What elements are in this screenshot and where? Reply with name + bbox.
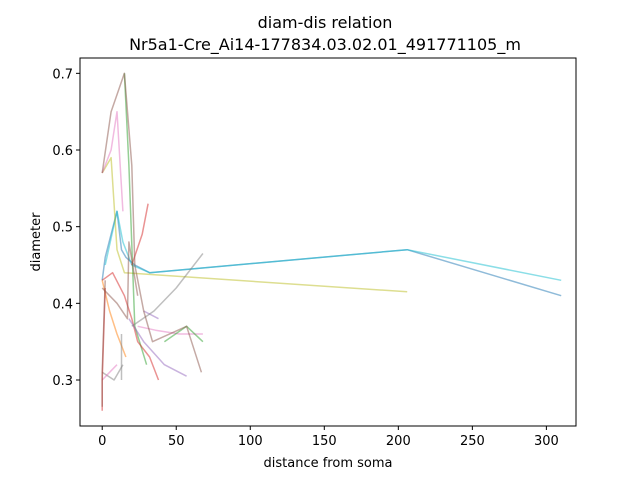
chart-subtitle: Nr5a1-Cre_Ai14-177834.03.02.01_491771105… <box>129 35 521 55</box>
plot-lines <box>101 72 562 411</box>
y-tick-label: 0.3 <box>52 374 73 389</box>
y-tick-label: 0.7 <box>52 67 73 82</box>
y-tick-label: 0.4 <box>52 297 73 312</box>
x-tick-label: 100 <box>238 434 263 449</box>
series-line-19 <box>101 72 203 373</box>
y-tick-label: 0.6 <box>52 144 73 159</box>
series-line-8 <box>143 310 159 320</box>
chart-title: diam-dis relation <box>258 13 393 32</box>
series-line-20 <box>101 241 139 320</box>
series-line-3 <box>101 156 408 293</box>
x-tick-label: 300 <box>534 434 559 449</box>
y-axis: 0.3 0.4 0.5 0.6 0.7 <box>52 67 80 389</box>
y-tick-label: 0.5 <box>52 221 73 236</box>
series-line-16 <box>131 203 149 266</box>
series-line-7 <box>128 318 187 377</box>
series-line-9 <box>101 110 124 212</box>
x-axis: 0 50 100 150 200 250 300 <box>98 426 559 449</box>
series-line-10 <box>137 325 203 335</box>
axes-frame <box>79 57 577 427</box>
series-line-14 <box>101 364 118 381</box>
x-tick-label: 150 <box>312 434 337 449</box>
x-tick-label: 250 <box>460 434 485 449</box>
x-axis-label: distance from soma <box>264 456 393 471</box>
series-line-18 <box>101 280 106 407</box>
x-tick-label: 200 <box>386 434 411 449</box>
x-tick-label: 50 <box>168 434 185 449</box>
x-tick-label: 0 <box>98 434 106 449</box>
y-axis-label: diameter <box>29 212 44 272</box>
series-line-5 <box>101 271 160 381</box>
series-line-13 <box>131 253 204 327</box>
